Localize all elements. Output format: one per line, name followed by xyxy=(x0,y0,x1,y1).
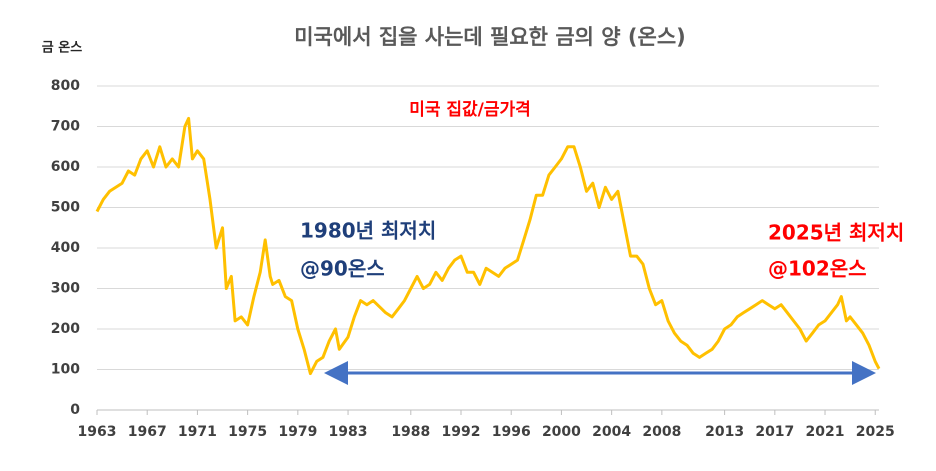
annotation: 미국 집값/금가격 xyxy=(409,100,531,120)
x-tick-label: 2008 xyxy=(642,424,681,440)
y-tick-label: 200 xyxy=(51,321,80,337)
x-tick-label: 1996 xyxy=(492,424,531,440)
y-tick-label: 0 xyxy=(70,402,80,418)
y-tick-label: 400 xyxy=(51,240,80,256)
y-axis-label: 금 온스 xyxy=(42,41,82,56)
x-tick-label: 1963 xyxy=(78,424,117,440)
y-tick-label: 100 xyxy=(51,362,80,378)
annotation: @90온스 xyxy=(300,257,385,281)
x-tick-label: 2017 xyxy=(755,424,794,440)
chart-title: 미국에서 집을 사는데 필요한 금의 양 (온스) xyxy=(294,25,686,49)
line-series xyxy=(95,116,881,376)
x-tick-label: 1992 xyxy=(442,424,481,440)
y-tick-label: 800 xyxy=(51,78,80,94)
y-tick-label: 300 xyxy=(51,281,80,297)
annotation: @102온스 xyxy=(768,257,867,281)
x-tick-label: 1983 xyxy=(329,424,368,440)
x-tick-label: 2000 xyxy=(542,424,581,440)
x-tick-label: 2013 xyxy=(705,424,744,440)
annotation: 2025년 최저치 xyxy=(768,221,904,245)
annotation: 1980년 최저치 xyxy=(300,219,436,243)
x-tick-label: 1979 xyxy=(278,424,317,440)
y-tick-label: 600 xyxy=(51,159,80,175)
x-tick-label: 1975 xyxy=(228,424,267,440)
plot-area: 0 100 200 300 400 500 600 700 800 1963 1967 1971 197… xyxy=(51,78,895,440)
x-tick-label: 1971 xyxy=(178,424,217,440)
x-tick-label: 1988 xyxy=(391,424,430,440)
x-tick-label: 1967 xyxy=(128,424,167,440)
x-tick-label: 2004 xyxy=(592,424,631,440)
x-tick-label: 2025 xyxy=(856,424,895,440)
x-tick-label: 2021 xyxy=(806,424,845,440)
y-tick-label: 500 xyxy=(51,200,80,216)
y-tick-label: 700 xyxy=(51,119,80,135)
